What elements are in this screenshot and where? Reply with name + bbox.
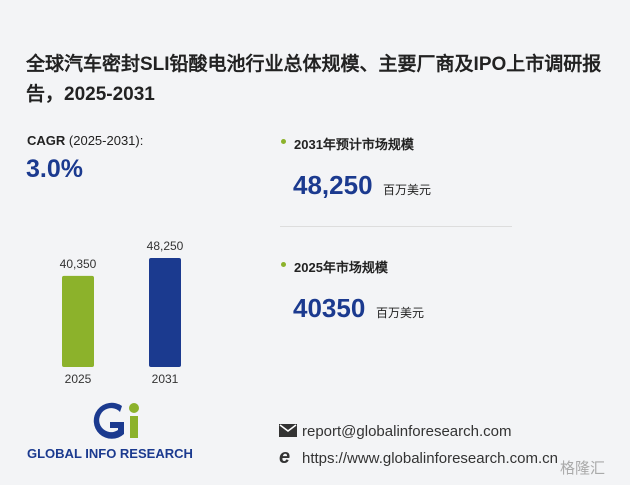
- x-tick-label: 2031: [152, 372, 179, 386]
- chart: 40,350 2025 48,250 2031: [60, 239, 184, 386]
- bar: [149, 258, 181, 367]
- url[interactable]: https://www.globalinforesearch.com.cn: [302, 450, 558, 467]
- cagr-label: CAGR (2025-2031):: [27, 133, 143, 148]
- email[interactable]: report@globalinforesearch.com: [302, 423, 512, 440]
- mail-icon: [279, 424, 297, 437]
- value-label: 48,250: [147, 239, 184, 253]
- stat-unit: 百万美元: [383, 183, 432, 197]
- x-tick-label: 2025: [65, 372, 92, 386]
- title: 全球汽车密封SLI铅酸电池行业总体规模、主要厂商及IPO上市调研报告，2025-…: [26, 54, 602, 105]
- bullet: [281, 139, 286, 144]
- cagr-period: (2025-2031):: [68, 133, 144, 148]
- stat-value: 40350: [293, 293, 366, 323]
- cagr-value: 3.0%: [26, 155, 83, 183]
- stat-label: 2031年预计市场规模: [294, 137, 414, 152]
- cagr-name: CAGR: [27, 133, 66, 148]
- watermark: 格隆汇: [560, 460, 606, 477]
- value-label: 40,350: [60, 257, 97, 271]
- stat-value: 48,250: [293, 170, 373, 200]
- bullet: [281, 262, 286, 267]
- stat-unit: 百万美元: [376, 306, 425, 320]
- bar: [62, 275, 94, 367]
- logo: [93, 402, 139, 439]
- divider: [280, 226, 512, 227]
- brand: GLOBAL INFO RESEARCH: [27, 446, 193, 461]
- web-icon: e: [279, 446, 291, 468]
- stat-label: 2025年市场规模: [294, 260, 388, 275]
